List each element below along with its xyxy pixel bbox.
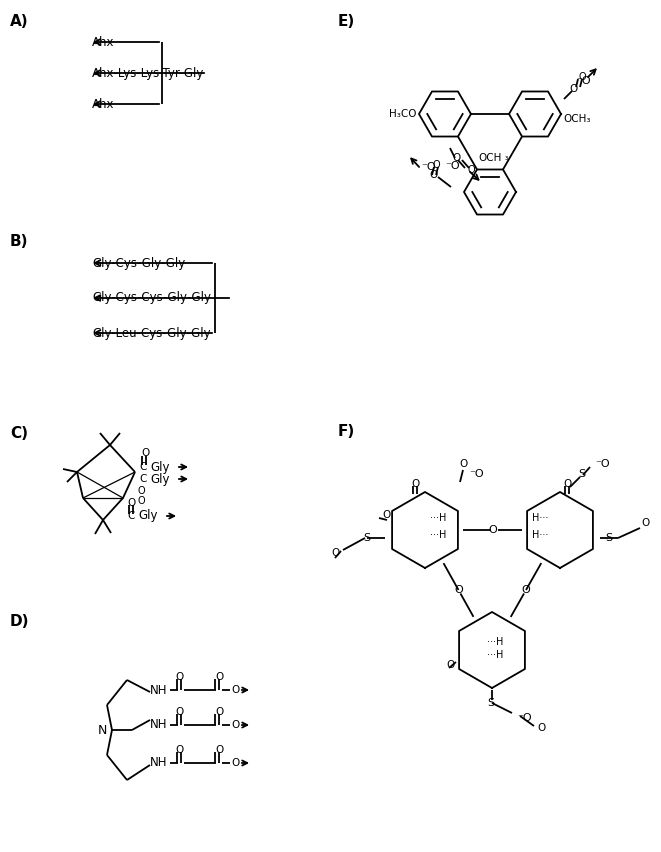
Text: ···H: ···H bbox=[487, 650, 504, 660]
Text: Ahx: Ahx bbox=[92, 97, 114, 111]
Text: N: N bbox=[97, 723, 106, 736]
Text: O: O bbox=[459, 459, 467, 469]
Text: O: O bbox=[137, 486, 145, 496]
Text: ⁻O: ⁻O bbox=[595, 459, 609, 469]
Text: A): A) bbox=[10, 14, 28, 30]
Text: H···: H··· bbox=[531, 513, 548, 523]
Text: O: O bbox=[430, 170, 438, 180]
Text: O: O bbox=[452, 153, 460, 163]
Text: O: O bbox=[215, 707, 223, 717]
Text: Gly-Cys-Gly-Gly: Gly-Cys-Gly-Gly bbox=[92, 256, 185, 269]
Text: NH: NH bbox=[150, 757, 167, 769]
Text: O: O bbox=[569, 84, 577, 94]
Text: Gly: Gly bbox=[138, 509, 157, 522]
Text: O: O bbox=[231, 685, 239, 695]
Text: O: O bbox=[446, 660, 454, 670]
Text: O: O bbox=[382, 510, 390, 520]
Text: O: O bbox=[522, 585, 530, 595]
Text: ⁻O: ⁻O bbox=[576, 76, 591, 86]
Text: O: O bbox=[537, 723, 545, 733]
Text: ···H: ···H bbox=[430, 530, 446, 540]
Text: ⁻O: ⁻O bbox=[469, 469, 484, 479]
Text: ⁻O: ⁻O bbox=[421, 162, 436, 172]
Text: O: O bbox=[468, 165, 476, 175]
Text: NH: NH bbox=[150, 718, 167, 732]
Text: C): C) bbox=[10, 427, 28, 441]
Text: NH: NH bbox=[150, 683, 167, 696]
Text: H···: H··· bbox=[531, 530, 548, 540]
Text: OCH: OCH bbox=[478, 153, 502, 163]
Text: O: O bbox=[215, 672, 223, 682]
Text: ₃: ₃ bbox=[505, 153, 508, 163]
Text: O: O bbox=[141, 448, 149, 458]
Text: O: O bbox=[578, 72, 586, 82]
Text: O: O bbox=[215, 745, 223, 755]
Text: Gly-Cys-Cys-Gly-Gly: Gly-Cys-Cys-Gly-Gly bbox=[92, 291, 211, 304]
Text: O: O bbox=[564, 479, 572, 489]
Text: O: O bbox=[176, 707, 184, 717]
Text: Gly: Gly bbox=[150, 473, 169, 486]
Text: C: C bbox=[139, 462, 146, 472]
Text: ⁻O: ⁻O bbox=[445, 161, 459, 171]
Text: OCH₃: OCH₃ bbox=[563, 114, 590, 124]
Text: O: O bbox=[411, 479, 419, 489]
Text: F): F) bbox=[338, 424, 355, 440]
Text: Gly-Leu-Cys-Gly-Gly: Gly-Leu-Cys-Gly-Gly bbox=[92, 326, 211, 339]
Text: S: S bbox=[605, 533, 612, 543]
Text: O: O bbox=[231, 720, 239, 730]
Text: O: O bbox=[231, 758, 239, 768]
Text: E): E) bbox=[338, 14, 355, 30]
Text: S: S bbox=[487, 698, 494, 708]
Text: H₃CO: H₃CO bbox=[389, 109, 416, 119]
Text: Gly: Gly bbox=[150, 460, 169, 474]
Text: Ahx: Ahx bbox=[92, 36, 114, 49]
Text: C: C bbox=[127, 511, 134, 521]
Text: O: O bbox=[128, 498, 136, 508]
Text: Ahx-Lys-Lys-Tyr-Gly: Ahx-Lys-Lys-Tyr-Gly bbox=[92, 66, 204, 79]
Text: S: S bbox=[578, 469, 585, 479]
Text: O: O bbox=[176, 745, 184, 755]
Text: O: O bbox=[488, 525, 497, 535]
Text: C: C bbox=[139, 474, 146, 484]
Text: ···H: ···H bbox=[430, 513, 446, 523]
Text: B): B) bbox=[10, 234, 28, 250]
Text: ⁻O: ⁻O bbox=[517, 713, 531, 723]
Text: O: O bbox=[331, 548, 339, 558]
Text: O: O bbox=[454, 585, 463, 595]
Text: O: O bbox=[137, 496, 145, 506]
Text: O: O bbox=[176, 672, 184, 682]
Text: O: O bbox=[432, 160, 440, 170]
Text: O: O bbox=[641, 518, 649, 528]
Text: S: S bbox=[363, 533, 370, 543]
Text: D): D) bbox=[10, 614, 30, 630]
Text: ···H: ···H bbox=[487, 637, 504, 647]
